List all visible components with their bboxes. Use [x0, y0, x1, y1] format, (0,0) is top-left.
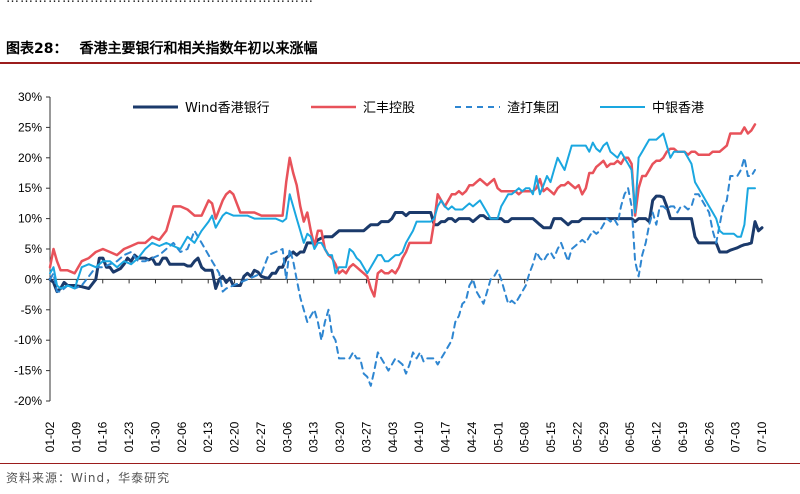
top-cropped-text-line: …………………………………………………………	[6, 0, 314, 6]
x-tick-label: 05-01	[491, 421, 505, 452]
x-tick-label: 02-13	[201, 421, 215, 452]
title-rule	[0, 62, 800, 64]
y-tick-label: 10%	[18, 212, 42, 226]
x-tick-label: 07-03	[729, 421, 743, 452]
series-line-3	[49, 156, 756, 387]
y-tick-label: -10%	[14, 333, 42, 347]
x-tick-label: 04-17	[439, 421, 453, 452]
x-tick-label: 04-24	[465, 421, 479, 452]
series-line-2	[48, 123, 757, 298]
y-tick-label: -15%	[14, 364, 42, 378]
x-tick-label: 01-02	[43, 421, 57, 452]
x-tick-label: 05-08	[518, 421, 532, 452]
x-tick-label: 04-03	[386, 421, 400, 452]
x-tick-label: 03-27	[359, 421, 373, 452]
legend-label-4: 中银香港	[652, 101, 704, 116]
figure-title: 图表28： 香港主要银行和相关指数年初以来涨幅	[6, 38, 317, 58]
x-tick-label: 02-06	[175, 421, 189, 452]
figure-label: 图表28：	[6, 41, 68, 57]
x-tick-label: 04-10	[412, 421, 426, 452]
x-tick-label: 01-23	[122, 421, 136, 452]
x-tick-label: 01-09	[69, 421, 83, 452]
x-tick-label: 03-06	[280, 421, 294, 452]
source-note: 资料来源：Wind，华泰研究	[6, 471, 171, 485]
legend-label-1: Wind香港银行	[185, 101, 270, 116]
y-tick-label: -5%	[21, 303, 43, 317]
y-tick-label: 30%	[18, 90, 42, 104]
figure-title-text: 香港主要银行和相关指数年初以来涨幅	[79, 41, 318, 57]
y-tick-label: 15%	[18, 181, 42, 195]
y-tick-label: 0%	[25, 272, 43, 286]
x-tick-label: 02-20	[228, 421, 242, 452]
top-cropped-text: …………………………………………………………	[0, 0, 800, 10]
x-tick-label: 05-29	[597, 421, 611, 452]
x-tick-label: 07-10	[755, 421, 769, 452]
x-tick-label: 03-13	[307, 421, 321, 452]
y-tick-label: 5%	[25, 242, 43, 256]
y-tick-label: -20%	[14, 394, 42, 408]
x-tick-label: 01-16	[96, 421, 110, 452]
x-tick-label: 06-19	[676, 421, 690, 452]
y-tick-label: 20%	[18, 151, 42, 165]
x-tick-label: 02-27	[254, 421, 268, 452]
x-tick-label: 03-20	[333, 421, 347, 452]
x-tick-label: 06-05	[623, 421, 637, 452]
x-tick-label: 05-15	[544, 421, 558, 452]
x-tick-label: 06-12	[650, 421, 664, 452]
series-line-1	[48, 194, 764, 294]
legend-label-2: 汇丰控股	[363, 101, 415, 116]
series-line-4	[49, 132, 756, 290]
x-tick-label: 01-30	[148, 421, 162, 452]
y-tick-label: 25%	[18, 120, 42, 134]
x-tick-label: 06-26	[702, 421, 716, 452]
legend-label-3: 渣打集团	[507, 100, 559, 116]
footer-rule	[0, 463, 800, 464]
x-tick-label: 05-22	[570, 421, 584, 452]
